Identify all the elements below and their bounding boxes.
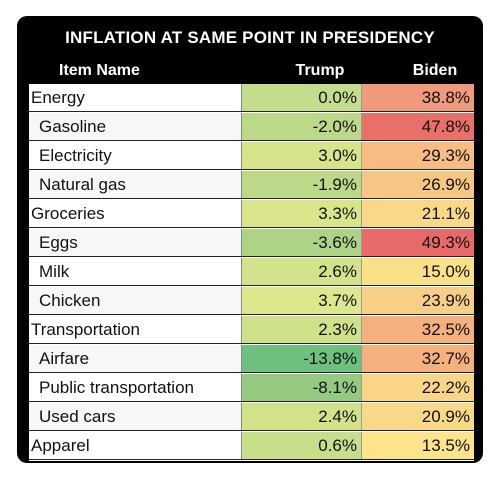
table-row: Used cars 2.4% 20.9%: [29, 403, 474, 431]
table-row: Chicken 3.7% 23.9%: [29, 287, 474, 315]
table-row: Transportation 2.3% 32.5%: [29, 316, 474, 344]
item-name-cell: Eggs: [29, 229, 242, 256]
table-row: Natural gas -1.9% 26.9%: [29, 171, 474, 199]
table-row: Public transportation -8.1% 22.2%: [29, 374, 474, 402]
trump-value-cell: -13.8%: [242, 345, 362, 372]
table-row: Eggs -3.6% 49.3%: [29, 229, 474, 257]
trump-value-cell: 2.4%: [242, 403, 362, 430]
item-name-cell: Energy: [29, 84, 242, 111]
table-row: Gasoline -2.0% 47.8%: [29, 113, 474, 141]
item-name-cell: Electricity: [29, 142, 242, 169]
trump-value-cell: 3.3%: [242, 200, 362, 227]
trump-value-cell: 0.6%: [242, 432, 362, 459]
biden-value-cell: 49.3%: [362, 229, 474, 256]
biden-value-cell: 32.5%: [362, 316, 474, 343]
table-body: Energy 0.0% 38.8% Gasoline -2.0% 47.8% Electri…: [29, 84, 474, 461]
item-name-cell: Gasoline: [29, 113, 242, 140]
item-name-cell: Milk: [29, 258, 242, 285]
item-name-cell: Groceries: [29, 200, 242, 227]
table-row: Energy 0.0% 38.8%: [29, 84, 474, 112]
trump-value-cell: 0.0%: [242, 84, 362, 111]
trump-value-cell: -2.0%: [242, 113, 362, 140]
trump-value-cell: -1.9%: [242, 171, 362, 198]
biden-value-cell: 26.9%: [362, 171, 474, 198]
biden-value-cell: 13.5%: [362, 432, 474, 459]
biden-value-cell: 29.3%: [362, 142, 474, 169]
table-row: Electricity 3.0% 29.3%: [29, 142, 474, 170]
column-header-biden: Biden: [412, 62, 458, 79]
column-header-trump: Trump: [295, 62, 345, 79]
item-name-cell: Public transportation: [29, 374, 242, 401]
item-name-cell: Airfare: [29, 345, 242, 372]
item-name-cell: Apparel: [29, 432, 242, 459]
biden-value-cell: 23.9%: [362, 287, 474, 314]
biden-value-cell: 32.7%: [362, 345, 474, 372]
item-name-cell: Chicken: [29, 287, 242, 314]
table-row: Apparel 0.6% 13.5%: [29, 432, 474, 460]
item-name-cell: Natural gas: [29, 171, 242, 198]
table-row: Airfare -13.8% 32.7%: [29, 345, 474, 373]
trump-value-cell: 3.7%: [242, 287, 362, 314]
item-name-cell: Used cars: [29, 403, 242, 430]
biden-value-cell: 15.0%: [362, 258, 474, 285]
column-header-item-name: Item Name: [59, 62, 140, 79]
item-name-cell: Transportation: [29, 316, 242, 343]
trump-value-cell: -3.6%: [242, 229, 362, 256]
biden-value-cell: 38.8%: [362, 84, 474, 111]
trump-value-cell: 2.3%: [242, 316, 362, 343]
biden-value-cell: 20.9%: [362, 403, 474, 430]
trump-value-cell: 3.0%: [242, 142, 362, 169]
table-row: Milk 2.6% 15.0%: [29, 258, 474, 286]
table-title: INFLATION AT SAME POINT IN PRESIDENCY: [65, 28, 435, 47]
biden-value-cell: 21.1%: [362, 200, 474, 227]
trump-value-cell: -8.1%: [242, 374, 362, 401]
biden-value-cell: 22.2%: [362, 374, 474, 401]
biden-value-cell: 47.8%: [362, 113, 474, 140]
table-row: Groceries 3.3% 21.1%: [29, 200, 474, 228]
trump-value-cell: 2.6%: [242, 258, 362, 285]
